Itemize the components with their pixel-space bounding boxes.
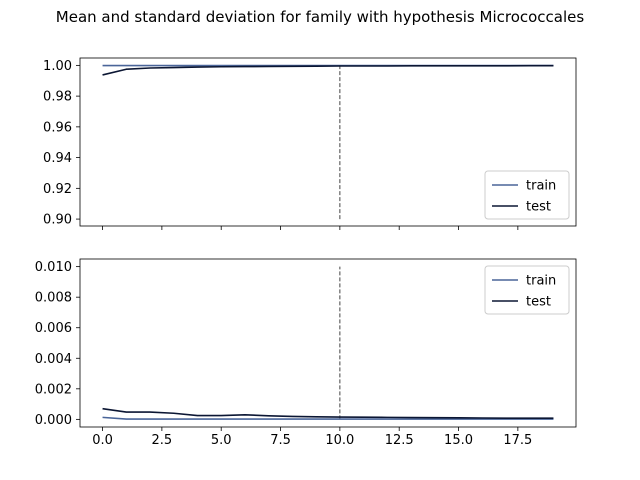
- y-tick-label: 0.000: [35, 413, 72, 428]
- y-tick-label: 0.008: [35, 291, 72, 306]
- test-series-line: [102, 64, 554, 76]
- axes-frame: [79, 57, 577, 227]
- legend-box: [484, 265, 570, 315]
- y-tick-label: 0.006: [35, 321, 72, 336]
- y-tick-label: 0.004: [35, 352, 72, 367]
- x-tick-label: 5.0: [211, 433, 232, 448]
- x-tick-label: 15.0: [444, 433, 473, 448]
- mean-panel: 0.90 0.92 0.94 0.96 0.98 1.00 train test: [43, 57, 577, 230]
- std-panel: 0.0 2.5 5.0 7.5 10.0 12.5 15.0 17.5 0.000 0.002 0.…: [35, 258, 577, 448]
- x-tick-label: 7.5: [270, 433, 291, 448]
- y-tick-label: 0.92: [43, 182, 72, 197]
- y-tick-label: 1.00: [43, 59, 72, 74]
- train-series-line: [102, 416, 554, 420]
- y-tick-label: 0.002: [35, 382, 72, 397]
- y-tick-label: 0.94: [43, 151, 72, 166]
- x-tick-label: 0.0: [92, 433, 113, 448]
- x-tick-label: 2.5: [152, 433, 173, 448]
- axes-frame: [79, 258, 577, 428]
- y-tick-label: 0.010: [35, 260, 72, 275]
- y-tick-label: 0.96: [43, 120, 72, 135]
- x-tick-label: 17.5: [503, 433, 532, 448]
- legend-train-label: train: [526, 274, 556, 289]
- legend-train-label: train: [526, 179, 556, 194]
- y-tick-label: 0.90: [43, 213, 72, 228]
- x-tick-label: 12.5: [385, 433, 414, 448]
- chart-title: Mean and standard deviation for family w…: [56, 8, 585, 26]
- x-tick-label: 10.0: [325, 433, 354, 448]
- legend-test-label: test: [526, 295, 551, 310]
- y-tick-label: 0.98: [43, 90, 72, 105]
- legend-test-label: test: [526, 200, 551, 215]
- test-series-line: [102, 407, 554, 419]
- legend-box: [484, 170, 570, 220]
